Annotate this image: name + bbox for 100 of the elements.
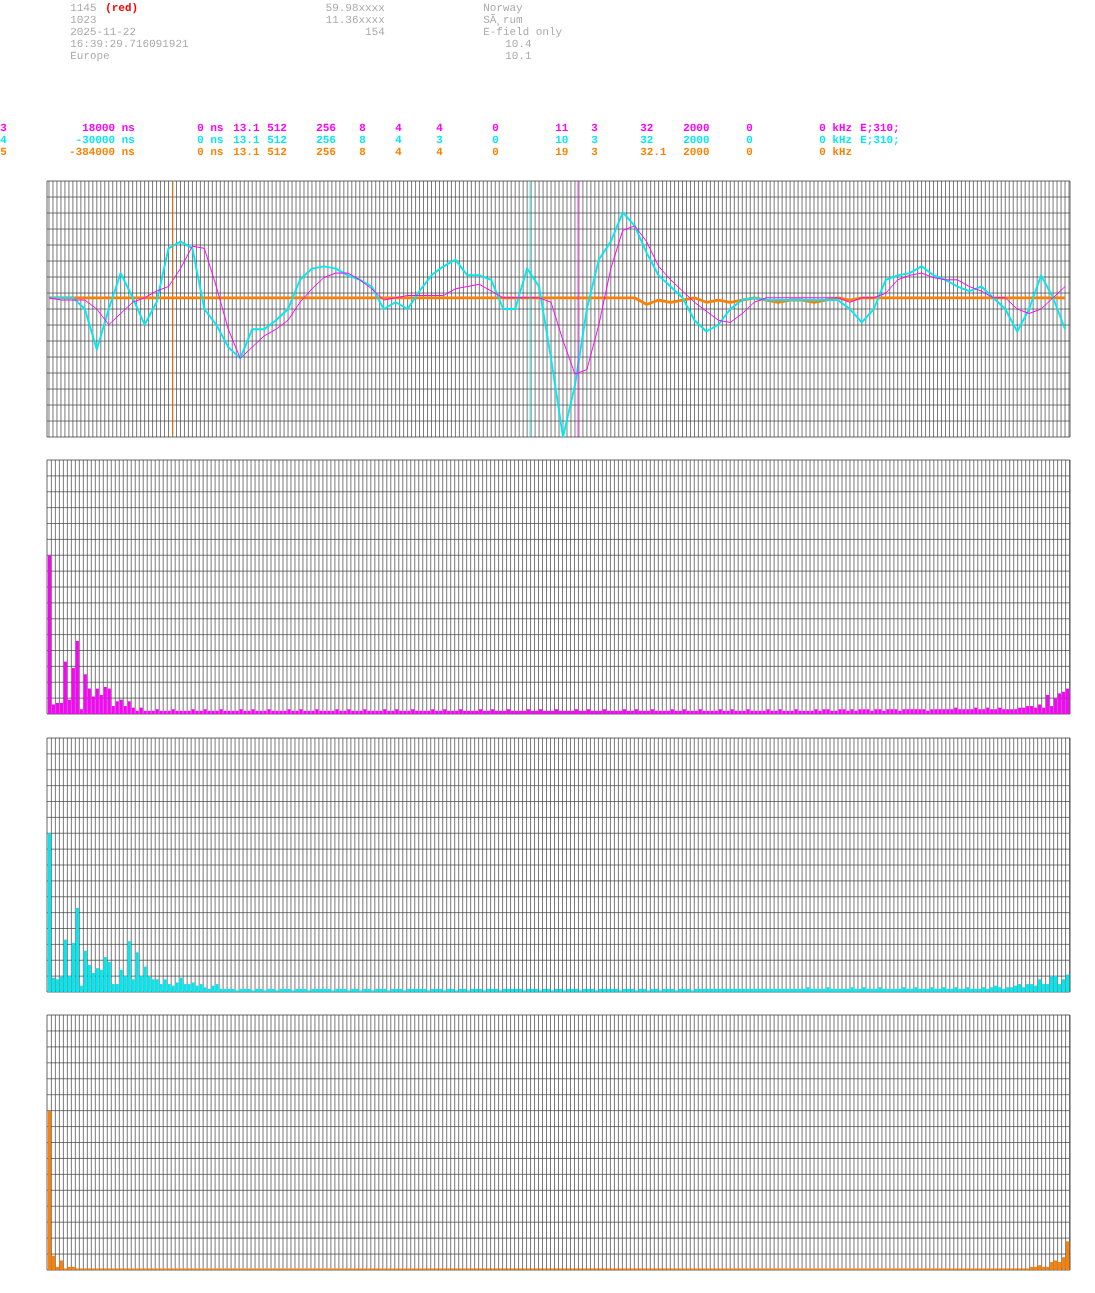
bar xyxy=(814,988,818,993)
text: 59.98xxxx xyxy=(326,3,385,12)
bar xyxy=(395,709,399,715)
bar xyxy=(702,988,706,993)
bar xyxy=(722,710,726,715)
bar xyxy=(794,988,798,993)
bar xyxy=(918,709,922,715)
bar xyxy=(191,709,195,715)
text: 3 xyxy=(591,135,598,144)
bar xyxy=(259,988,263,993)
bar xyxy=(874,988,878,993)
bar xyxy=(127,941,131,993)
bar xyxy=(175,982,179,993)
bar xyxy=(786,988,790,993)
bar xyxy=(882,988,886,993)
text: 512 xyxy=(267,123,287,132)
bar xyxy=(1038,979,1042,993)
bar xyxy=(666,988,670,993)
bar xyxy=(654,710,658,715)
bar xyxy=(534,988,539,993)
bar xyxy=(906,709,910,715)
bar xyxy=(155,709,159,715)
bar xyxy=(455,710,459,715)
text: 5 xyxy=(0,147,7,156)
bar xyxy=(295,988,299,993)
bar xyxy=(810,710,814,715)
bar xyxy=(95,688,99,715)
bar xyxy=(650,988,654,993)
bar xyxy=(710,710,714,715)
bar xyxy=(487,710,491,715)
bar xyxy=(1002,988,1006,993)
bar xyxy=(1010,709,1014,715)
bar xyxy=(499,710,503,715)
bar xyxy=(566,988,571,993)
bar xyxy=(606,710,611,715)
bar xyxy=(1002,709,1006,715)
bar xyxy=(495,710,499,715)
text: 3 xyxy=(591,123,598,132)
bar xyxy=(642,710,646,715)
bar xyxy=(399,710,403,715)
bar xyxy=(1014,709,1018,715)
bar xyxy=(914,709,918,715)
bar xyxy=(159,710,163,715)
bar xyxy=(530,710,535,715)
bar xyxy=(395,988,399,993)
bar xyxy=(139,707,143,715)
bar xyxy=(586,709,591,715)
bar xyxy=(766,709,770,715)
bar xyxy=(1066,1241,1070,1271)
bar xyxy=(331,710,335,715)
text: 512 xyxy=(267,147,287,156)
bar xyxy=(842,709,846,715)
bar xyxy=(946,988,950,993)
bar xyxy=(1046,694,1050,715)
bar xyxy=(734,710,738,715)
bar xyxy=(75,640,79,715)
bar xyxy=(862,987,866,993)
bar xyxy=(415,710,419,715)
bar xyxy=(215,710,219,715)
bar xyxy=(171,985,175,993)
bar xyxy=(866,709,870,715)
bar xyxy=(622,709,626,715)
text: 11.36xxxx xyxy=(326,15,385,24)
bar xyxy=(471,988,475,993)
bar xyxy=(610,988,614,993)
bar xyxy=(658,710,662,715)
bar xyxy=(1046,1266,1050,1271)
bar xyxy=(1058,693,1062,715)
bar xyxy=(566,710,571,715)
bar xyxy=(235,710,239,715)
bar xyxy=(119,969,123,993)
text: 32 xyxy=(640,123,653,132)
bar xyxy=(279,710,283,715)
text: 4 xyxy=(395,147,402,155)
bar xyxy=(686,710,690,715)
bar xyxy=(315,988,319,993)
bar xyxy=(534,710,539,715)
bar xyxy=(954,987,958,993)
bar xyxy=(167,710,171,715)
bar xyxy=(782,710,786,715)
text: 0 xyxy=(492,123,499,132)
bar xyxy=(834,988,838,993)
bar xyxy=(898,988,902,993)
bar xyxy=(191,982,195,993)
bar xyxy=(387,710,391,715)
bar xyxy=(479,988,483,993)
text: 0 ns xyxy=(197,123,223,132)
bar xyxy=(1014,985,1018,993)
bar xyxy=(978,709,982,715)
bar xyxy=(694,988,698,993)
bar xyxy=(890,709,894,715)
text: 256 xyxy=(316,135,336,144)
text: (red) xyxy=(107,3,137,14)
bar xyxy=(786,710,790,715)
bar xyxy=(726,710,730,715)
bar xyxy=(1050,976,1054,993)
bar xyxy=(419,710,423,715)
bar xyxy=(1030,1266,1034,1271)
bar xyxy=(806,710,810,715)
bar xyxy=(1062,979,1066,993)
